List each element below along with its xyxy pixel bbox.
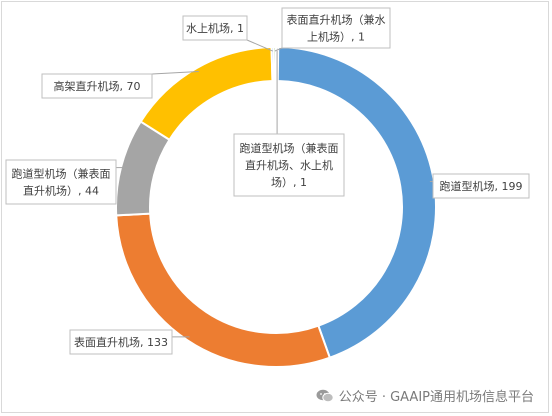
callout-0: 跑道型机场, 199 xyxy=(432,173,530,199)
slice-0 xyxy=(276,46,437,359)
slice-5 xyxy=(272,45,277,83)
data-label-4-line-0: 水上机场, 1 xyxy=(186,21,244,35)
slice-3 xyxy=(139,46,274,142)
callout-4: 水上机场, 1 xyxy=(182,15,248,41)
callout-box-0 xyxy=(432,173,530,199)
data-label-2-line-1: 直升机场）, 44 xyxy=(23,184,99,198)
data-label-6-line-1: 直升机场、水上机 xyxy=(245,158,333,172)
leader-line-4 xyxy=(246,39,273,52)
watermark: 公众号 · GAAIP通用机场信息平台 xyxy=(316,386,534,405)
data-label-0-line-0: 跑道型机场, 199 xyxy=(440,179,523,193)
data-label-6-line-0: 跑道型机场（兼表面 xyxy=(240,141,339,155)
callout-1: 表面直升机场, 133 xyxy=(69,329,173,355)
leader-line-3 xyxy=(151,70,199,75)
callout-box-3 xyxy=(41,73,153,99)
callout-box-4 xyxy=(182,15,248,41)
callout-3: 高架直升机场, 70 xyxy=(41,73,153,99)
data-label-5-line-0: 表面直升机场（兼水 xyxy=(287,13,386,27)
data-label-1-line-0: 表面直升机场, 133 xyxy=(74,335,168,349)
data-label-5-line-1: 上机场）, 1 xyxy=(307,30,365,44)
leader-lines xyxy=(116,39,433,338)
data-label-6-line-2: 场）, 1 xyxy=(271,175,307,189)
data-label-2-line-0: 跑道型机场（兼表面 xyxy=(12,167,111,181)
callout-box-2 xyxy=(5,159,117,205)
watermark-text: 公众号 · GAAIP通用机场信息平台 xyxy=(338,390,534,405)
wechat-icon xyxy=(316,389,334,403)
callout-box-6 xyxy=(233,133,345,197)
callout-box-5 xyxy=(281,7,391,49)
data-label-3-line-0: 高架直升机场, 70 xyxy=(54,79,141,93)
leader-line-5 xyxy=(274,47,283,52)
donut-slices xyxy=(115,45,437,368)
callout-box-1 xyxy=(69,329,173,355)
